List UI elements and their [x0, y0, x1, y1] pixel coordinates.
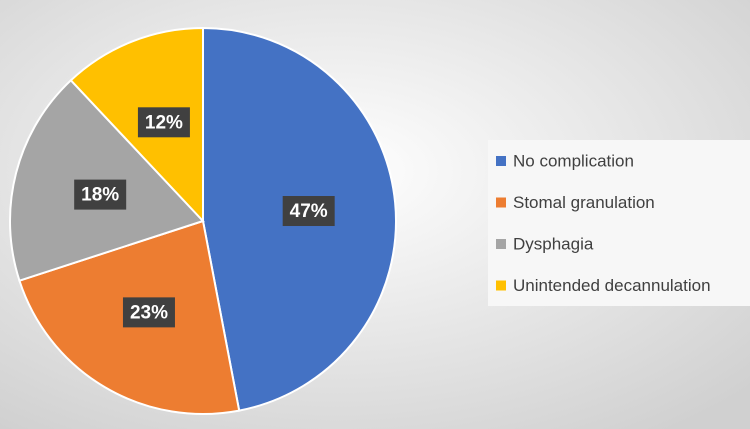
legend-label: Stomal granulation — [513, 193, 655, 212]
value-label-box — [137, 107, 190, 138]
value-label-box — [122, 297, 175, 328]
legend-box — [488, 140, 750, 306]
pie-slice — [69, 26, 204, 224]
legend-swatch — [496, 280, 506, 291]
legend-swatch — [496, 197, 506, 208]
value-label-box — [282, 196, 335, 227]
value-label: 47% — [290, 201, 328, 222]
value-label: 18% — [81, 185, 119, 206]
legend-label: Unintended decannulation — [513, 276, 711, 295]
legend-label: No complication — [513, 151, 634, 170]
legend-swatch — [496, 239, 506, 249]
value-label-box — [74, 179, 127, 210]
legend-swatch — [496, 156, 506, 166]
legend-label: Dysphagia — [513, 234, 594, 253]
value-label: 12% — [145, 112, 183, 133]
value-label: 23% — [130, 302, 168, 323]
